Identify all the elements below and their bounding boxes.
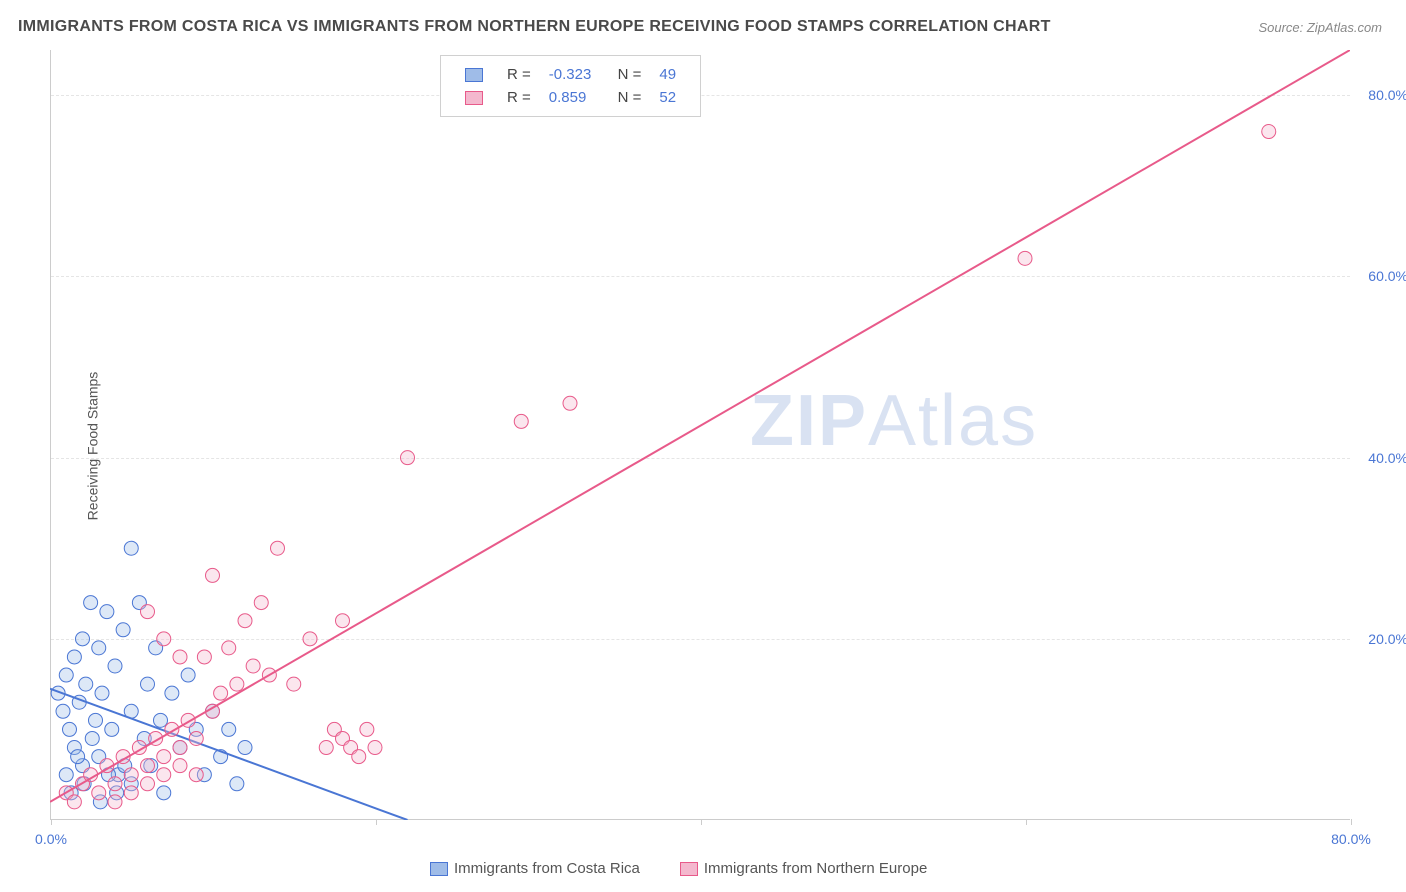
legend-series-item: Immigrants from Northern Europe [680,860,927,877]
x-tick-label: 0.0% [35,831,67,847]
x-tick [1351,819,1352,825]
gridline [51,458,1350,459]
legend-swatch [680,862,698,876]
chart-title: IMMIGRANTS FROM COSTA RICA VS IMMIGRANTS… [18,18,1051,36]
legend-series-label: Immigrants from Northern Europe [704,860,927,877]
legend-n-label: N = [601,64,649,85]
y-tick-label: 20.0% [1368,631,1406,647]
legend-correlation-row: R =-0.323 N =49 [457,64,684,85]
legend-r-label: R = [499,87,539,108]
gridline [51,276,1350,277]
legend-r-value: -0.323 [541,64,600,85]
plot-area: 20.0%40.0%60.0%80.0%0.0%80.0% [50,50,1350,820]
legend-correlation-row: R =0.859 N =52 [457,87,684,108]
x-tick [51,819,52,825]
legend-series-label: Immigrants from Costa Rica [454,860,640,877]
y-tick-label: 40.0% [1368,450,1406,466]
legend-series-item: Immigrants from Costa Rica [430,860,640,877]
legend-swatch [465,68,483,82]
legend-swatch [430,862,448,876]
x-tick-label: 80.0% [1331,831,1371,847]
y-tick-label: 60.0% [1368,268,1406,284]
legend-n-value: 49 [651,64,684,85]
source-label: Source: ZipAtlas.com [1258,20,1382,35]
legend-correlation-box: R =-0.323 N =49R =0.859 N =52 [440,55,701,117]
legend-r-value: 0.859 [541,87,600,108]
legend-n-label: N = [601,87,649,108]
gridline [51,639,1350,640]
x-tick [701,819,702,825]
x-tick [376,819,377,825]
legend-series: Immigrants from Costa Rica Immigrants fro… [430,860,967,877]
x-tick [1026,819,1027,825]
legend-r-label: R = [499,64,539,85]
legend-swatch [465,91,483,105]
legend-n-value: 52 [651,87,684,108]
y-tick-label: 80.0% [1368,87,1406,103]
